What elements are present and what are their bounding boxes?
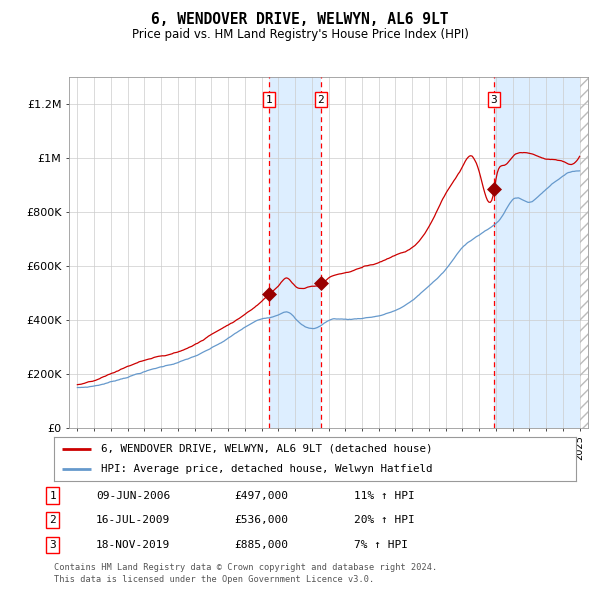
Text: 09-JUN-2006: 09-JUN-2006 [96,491,170,500]
Bar [580,77,588,428]
Text: 6, WENDOVER DRIVE, WELWYN, AL6 9LT (detached house): 6, WENDOVER DRIVE, WELWYN, AL6 9LT (deta… [101,444,433,454]
Text: 6, WENDOVER DRIVE, WELWYN, AL6 9LT: 6, WENDOVER DRIVE, WELWYN, AL6 9LT [151,12,449,27]
Text: £885,000: £885,000 [234,540,288,550]
Bar [494,77,580,428]
Text: 16-JUL-2009: 16-JUL-2009 [96,516,170,525]
Text: 3: 3 [49,540,56,550]
Bar [269,77,321,428]
Text: 3: 3 [491,94,497,104]
Text: £536,000: £536,000 [234,516,288,525]
Text: 1: 1 [49,491,56,500]
Text: £497,000: £497,000 [234,491,288,500]
Text: 7% ↑ HPI: 7% ↑ HPI [354,540,408,550]
Text: 2: 2 [317,94,324,104]
Text: 11% ↑ HPI: 11% ↑ HPI [354,491,415,500]
Text: This data is licensed under the Open Government Licence v3.0.: This data is licensed under the Open Gov… [54,575,374,584]
Text: Contains HM Land Registry data © Crown copyright and database right 2024.: Contains HM Land Registry data © Crown c… [54,563,437,572]
Text: 20% ↑ HPI: 20% ↑ HPI [354,516,415,525]
Text: 1: 1 [266,94,272,104]
Text: 18-NOV-2019: 18-NOV-2019 [96,540,170,550]
Text: Price paid vs. HM Land Registry's House Price Index (HPI): Price paid vs. HM Land Registry's House … [131,28,469,41]
Text: 2: 2 [49,516,56,525]
Text: HPI: Average price, detached house, Welwyn Hatfield: HPI: Average price, detached house, Welw… [101,464,433,474]
Bar [580,77,588,428]
